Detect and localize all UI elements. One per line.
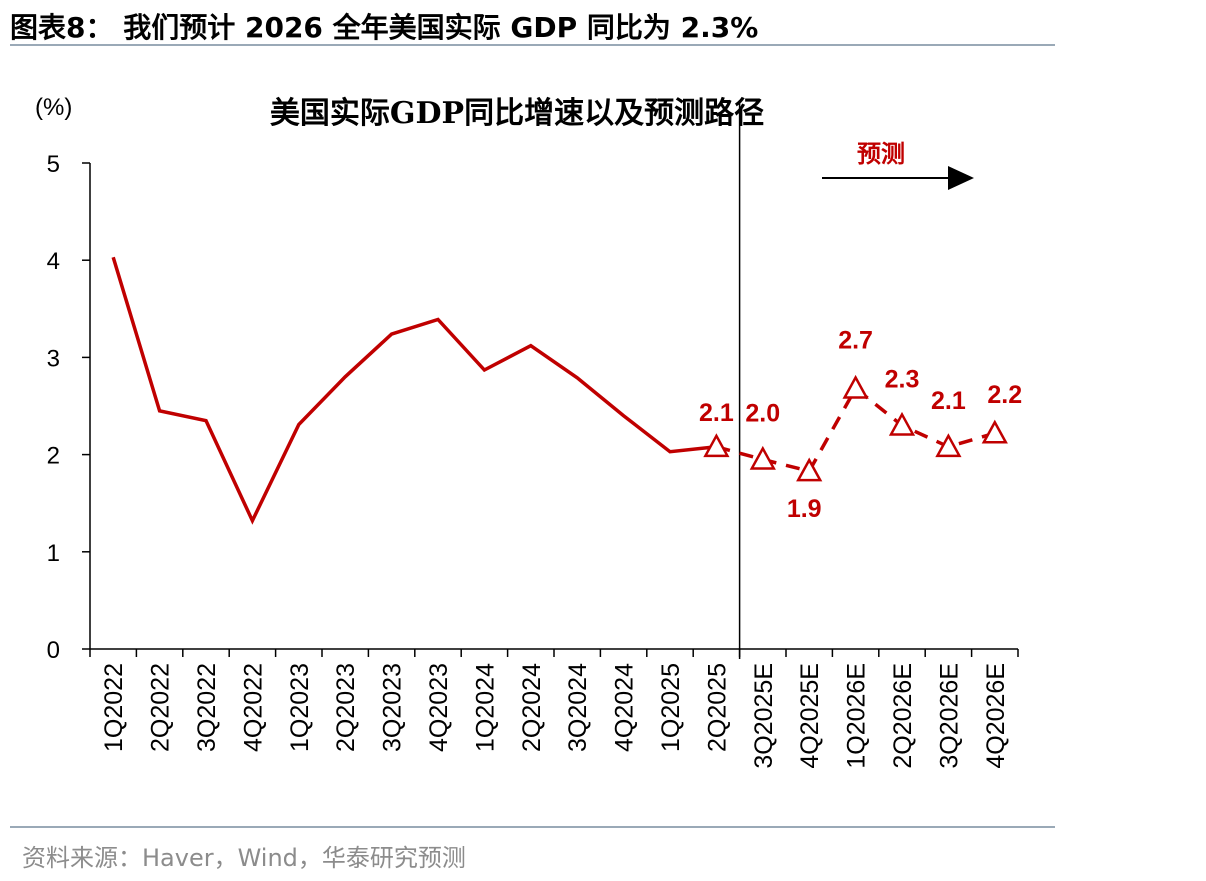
forecast-arrow-head xyxy=(948,166,974,190)
x-tick-label: 1Q2024 xyxy=(471,663,499,752)
figure-header: 图表8： 我们预计 2026 全年美国实际 GDP 同比为 2.3% xyxy=(10,4,1050,44)
footer-rule xyxy=(10,826,1055,828)
x-tick-label: 3Q2026E xyxy=(935,663,963,769)
data-label: 2.1 xyxy=(699,399,734,427)
forecast-marker xyxy=(888,411,916,436)
forecast-marker xyxy=(981,419,1008,444)
x-tick-label: 2Q2024 xyxy=(518,663,546,752)
x-tick-label: 4Q2026E xyxy=(982,663,1010,769)
forecast-marker xyxy=(935,433,962,458)
x-tick-label: 4Q2022 xyxy=(239,663,267,752)
x-tick-label: 4Q2025E xyxy=(796,663,824,769)
data-label: 2.2 xyxy=(987,381,1022,409)
forecast-marker xyxy=(749,445,776,470)
x-tick-label: 2Q2025 xyxy=(703,663,731,752)
forecast-marker xyxy=(703,433,730,458)
x-tick-label: 3Q2023 xyxy=(379,663,407,752)
x-tick-label: 1Q2026E xyxy=(843,663,871,769)
x-tick-label: 4Q2023 xyxy=(425,663,453,752)
y-tick-label: 1 xyxy=(47,540,60,567)
data-label: 1.9 xyxy=(787,495,822,523)
figure-title: 图表8： 我们预计 2026 全年美国实际 GDP 同比为 2.3% xyxy=(10,11,759,44)
forecast-marker xyxy=(842,374,869,399)
data-label: 2.1 xyxy=(931,387,966,415)
x-tick-label: 3Q2025E xyxy=(750,663,778,769)
x-tick-label: 1Q2025 xyxy=(657,663,685,752)
forecast-annotation: 预测 xyxy=(857,140,905,168)
forecast-marker xyxy=(796,457,823,482)
y-tick-label: 5 xyxy=(47,151,60,178)
x-tick-label: 2Q2022 xyxy=(147,663,175,752)
y-tick-label: 2 xyxy=(47,443,60,470)
actual-series-line xyxy=(111,256,717,525)
source-note: 资料来源：Haver，Wind，华泰研究预测 xyxy=(22,844,466,872)
data-label: 2.3 xyxy=(885,365,920,393)
x-tick-label: 2Q2026E xyxy=(889,663,917,769)
y-tick-label: 3 xyxy=(47,345,60,372)
y-unit-label: (%) xyxy=(35,94,72,121)
x-tick-label: 3Q2022 xyxy=(193,663,221,752)
y-tick-label: 0 xyxy=(47,637,60,664)
x-tick-label: 1Q2022 xyxy=(100,663,128,752)
x-tick-label: 2Q2023 xyxy=(332,663,360,752)
x-tick-label: 1Q2023 xyxy=(286,663,314,752)
chart-title: 美国实际GDP同比增速以及预测路径 xyxy=(270,96,764,131)
x-tick-label: 3Q2024 xyxy=(564,663,592,752)
x-tick-label: 4Q2024 xyxy=(611,663,639,752)
y-tick-label: 4 xyxy=(47,248,60,275)
data-label: 2.7 xyxy=(838,327,873,355)
data-label: 2.0 xyxy=(745,399,780,427)
header-rule xyxy=(10,44,1055,46)
